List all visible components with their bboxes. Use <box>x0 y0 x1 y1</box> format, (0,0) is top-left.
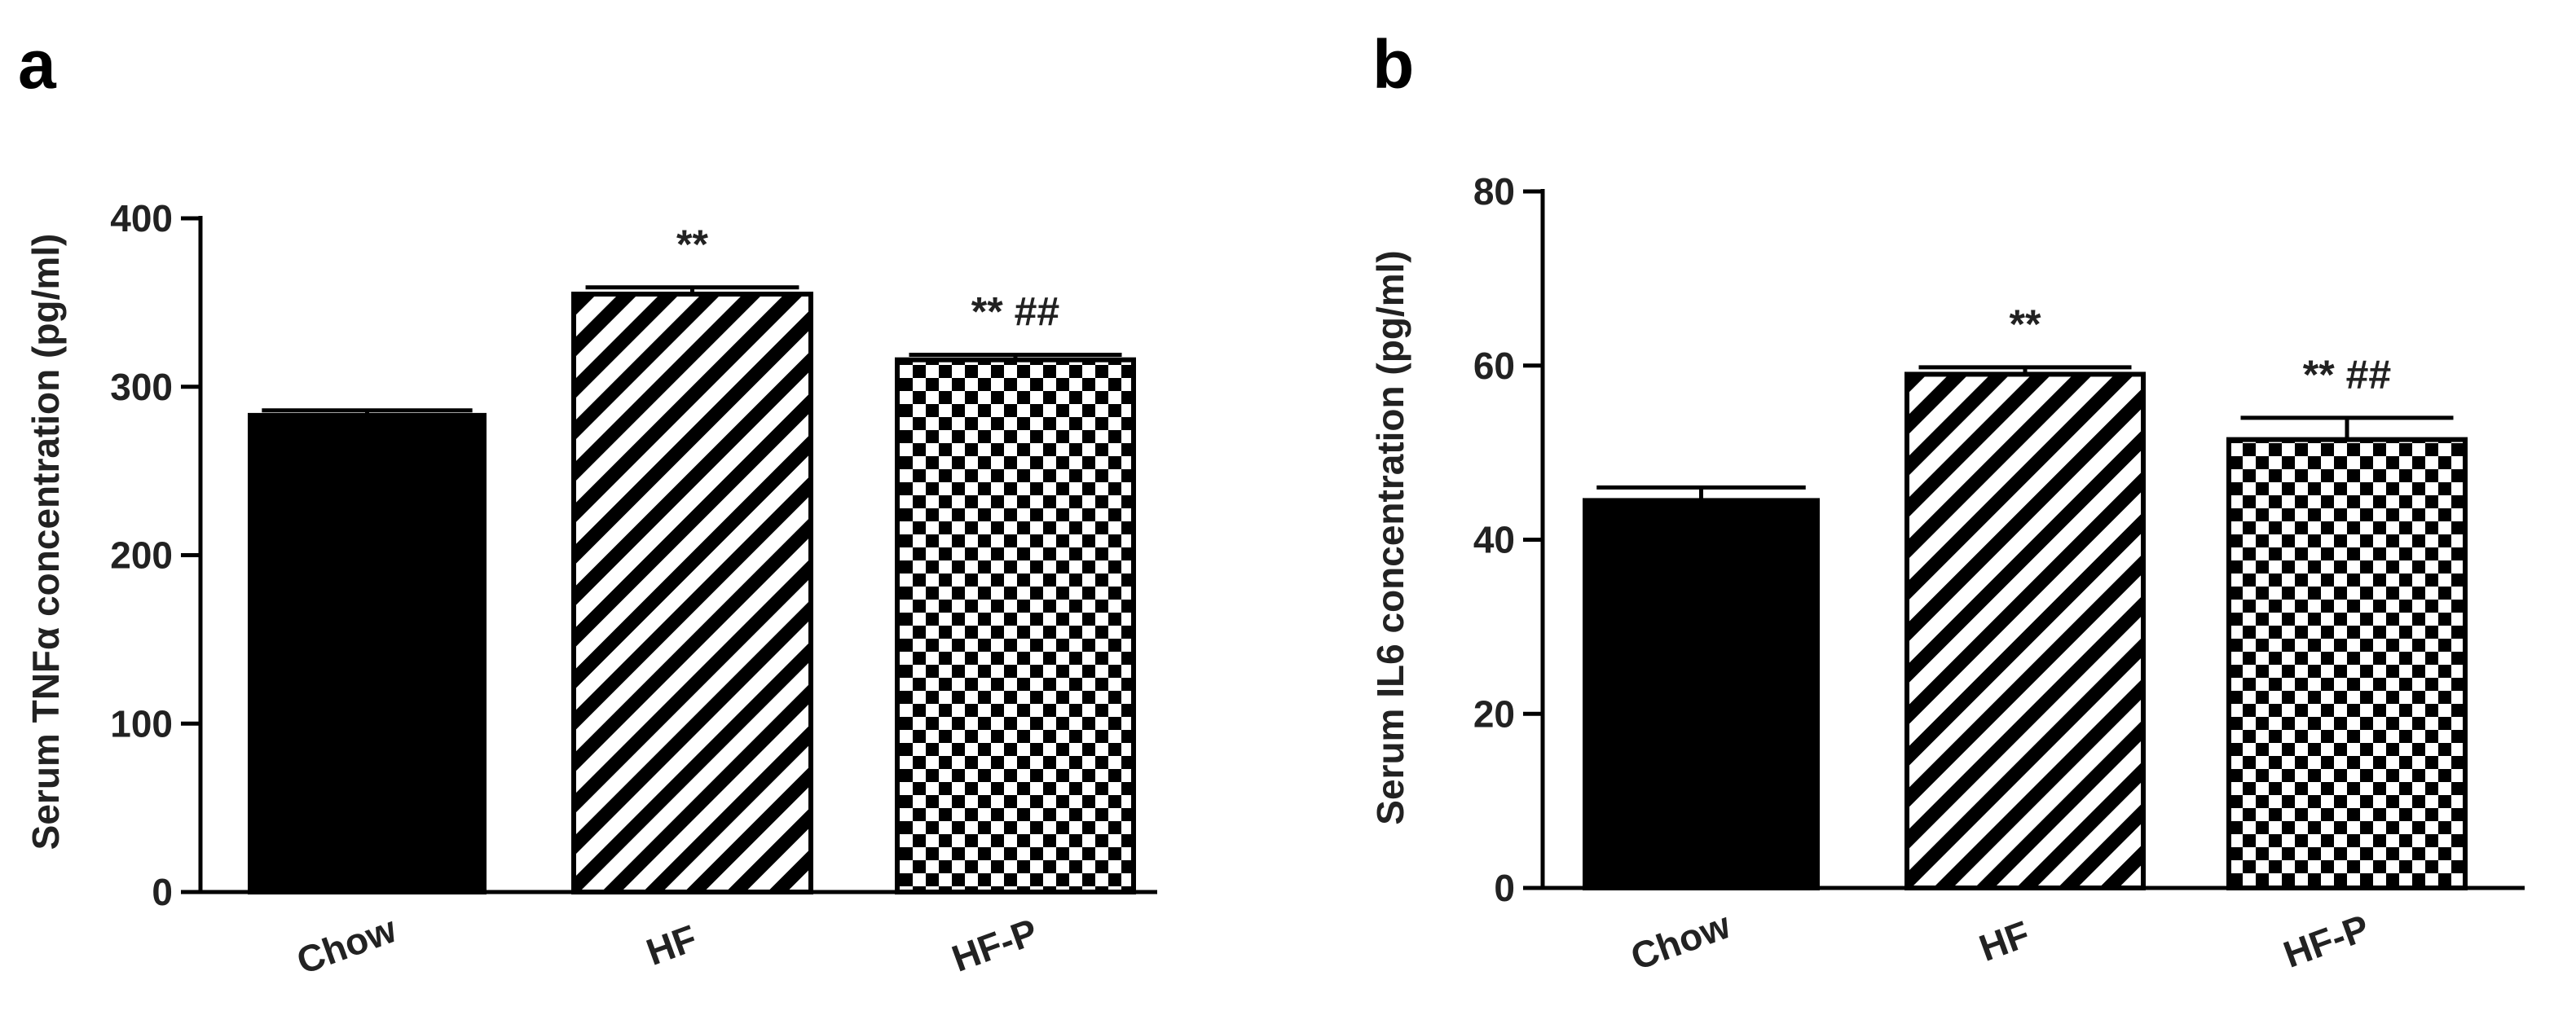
y-tick-label: 0 <box>1494 867 1515 909</box>
bar-chow <box>1583 498 1820 890</box>
y-tick-label: 300 <box>110 366 173 408</box>
bar-hf-p <box>895 357 1136 895</box>
significance-label: ** <box>676 222 708 267</box>
category-label: HF <box>641 916 702 973</box>
y-tick-label: 20 <box>1473 692 1515 735</box>
category-label: HF-P <box>2278 906 2375 976</box>
significance-label: ** ## <box>971 288 1059 334</box>
category-label: Chow <box>1625 903 1736 978</box>
category-label: Chow <box>291 908 402 982</box>
bar-hf <box>1904 371 2146 890</box>
bar-hf-p <box>2226 437 2468 890</box>
significance-label: ** <box>2010 301 2041 347</box>
significance-label: ** ## <box>2303 352 2391 398</box>
panel-b: b Serum IL6 concentration (pg/ml) Chow **… <box>1369 26 2525 978</box>
category-label: HF <box>1974 912 2035 969</box>
category-label: HF-P <box>946 910 1043 980</box>
y-tick-label: 0 <box>152 871 173 913</box>
bar-hf <box>571 292 813 895</box>
panel-letter-b: b <box>1372 26 1414 103</box>
y-axis-label: Serum IL6 concentration (pg/ml) <box>1369 250 1411 824</box>
y-tick-label: 60 <box>1473 345 1515 387</box>
y-axis-label: Serum TNFα concentration (pg/ml) <box>24 234 67 850</box>
panel-a: a Serum TNFα concentration (pg/ml) Chow *… <box>18 26 1157 982</box>
bar-chow <box>248 412 487 894</box>
y-tick-label: 40 <box>1473 519 1515 561</box>
y-tick-label: 200 <box>110 534 173 577</box>
y-tick-label: 100 <box>110 702 173 745</box>
y-tick-label: 400 <box>110 197 173 240</box>
y-tick-label: 80 <box>1473 170 1515 213</box>
panel-letter-a: a <box>18 26 57 103</box>
